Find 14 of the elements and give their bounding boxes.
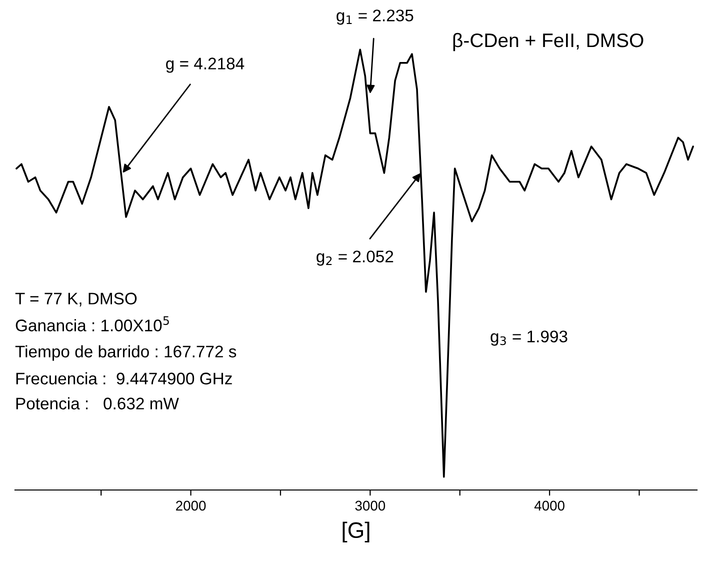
x-tick-label: 2000 xyxy=(176,500,206,511)
annotation: g$_{1}$ = 2.235 xyxy=(336,10,414,25)
annotation: Frecuencia : 9.4474900 GHz xyxy=(16,372,232,384)
annotation: Tiempo de barrido : 167.772 s xyxy=(15,345,236,361)
annotation: g$_{3}$ = 1.993 xyxy=(490,330,568,346)
x-tick-label: 3000 xyxy=(355,500,386,511)
annotation: T = 77 K, DMSO xyxy=(15,292,137,306)
annotation: Potencia : 0.632 mW xyxy=(16,397,179,410)
annotation: g$_{2}$ = 2.052 xyxy=(316,250,394,266)
annotation: Ganancia : 1.00X10$^{5}$ xyxy=(16,316,169,332)
annotation: g = 4.2184 xyxy=(166,58,244,73)
chart-title: β-CDen + FeII, DMSO xyxy=(453,32,644,52)
x-tick-label: 4000 xyxy=(534,500,564,511)
x-axis-title: [G] xyxy=(342,522,370,542)
